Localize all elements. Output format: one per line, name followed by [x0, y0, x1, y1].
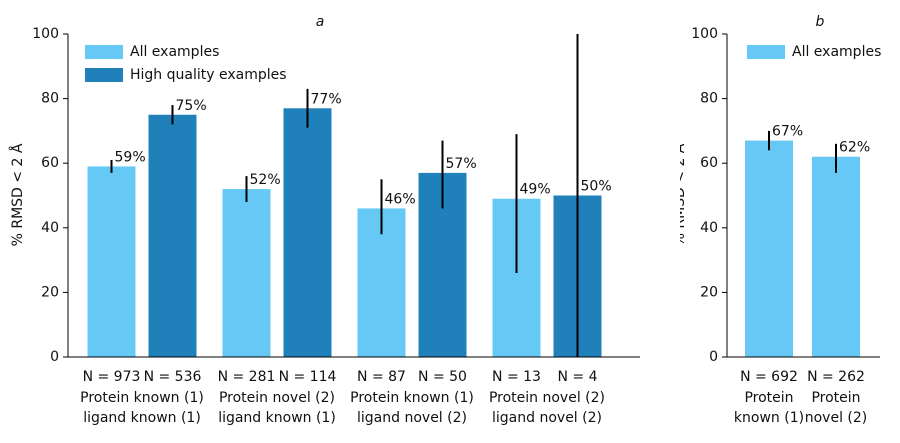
x-tick-label: Protein known (1)	[350, 390, 474, 406]
y-axis-label: % RMSD < 2 Å	[671, 143, 688, 246]
n-label: N = 114	[279, 369, 337, 385]
panel: a % RMSD < 2 Å 0 20 40 60 80 100 Protein known (…	[9, 14, 640, 426]
value-label: 49%	[520, 182, 551, 198]
y-tick-label: 60	[700, 155, 718, 171]
legend-swatch	[85, 68, 123, 82]
x-tick-label: ligand known (1)	[83, 410, 201, 426]
legend-label: All examples	[792, 44, 881, 60]
panel-title: a	[316, 14, 325, 30]
legend-label: All examples	[130, 44, 219, 60]
value-label: 67%	[772, 124, 803, 140]
value-label: 52%	[250, 172, 281, 188]
value-label: 75%	[176, 98, 207, 114]
bar	[87, 166, 136, 357]
bar	[148, 114, 197, 357]
bar	[283, 108, 332, 357]
y-tick-label: 100	[691, 26, 718, 42]
value-label: 57%	[446, 156, 477, 172]
n-label: N = 536	[144, 369, 202, 385]
value-label: 59%	[115, 149, 146, 165]
legend-swatch	[85, 45, 123, 59]
y-tick-label: 100	[32, 26, 59, 42]
x-tick-label: Protein	[811, 390, 860, 406]
panel-title: b	[816, 14, 825, 30]
n-label: N = 13	[492, 369, 541, 385]
n-label: N = 87	[357, 369, 406, 385]
x-tick-label: Protein	[744, 390, 793, 406]
x-tick-label: Protein novel (2)	[489, 390, 605, 406]
y-tick-label: 20	[700, 284, 718, 300]
x-tick-label: Protein known (1)	[80, 390, 204, 406]
y-tick-label: 0	[50, 349, 59, 365]
n-label: N = 262	[807, 369, 865, 385]
legend-swatch	[747, 45, 785, 59]
x-tick-label: ligand known (1)	[218, 410, 336, 426]
y-tick-label: 80	[41, 91, 59, 107]
n-label: N = 281	[218, 369, 276, 385]
n-label: N = 4	[557, 369, 597, 385]
value-label: 50%	[581, 179, 612, 195]
value-label: 77%	[311, 91, 342, 107]
bar	[812, 156, 860, 357]
y-tick-label: 0	[709, 349, 718, 365]
n-label: N = 50	[418, 369, 467, 385]
bar	[745, 140, 793, 357]
value-label: 46%	[385, 191, 416, 207]
n-label: N = 692	[740, 369, 798, 385]
value-label: 62%	[839, 140, 870, 156]
x-tick-label: novel (2)	[805, 410, 868, 426]
y-tick-label: 20	[41, 284, 59, 300]
x-tick-label: known (1)	[734, 410, 804, 426]
y-tick-label: 60	[41, 155, 59, 171]
x-tick-label: Protein novel (2)	[219, 390, 335, 406]
y-tick-label: 80	[700, 91, 718, 107]
x-tick-label: ligand novel (2)	[492, 410, 602, 426]
y-axis-label: % RMSD < 2 Å	[9, 143, 26, 246]
x-tick-label: ligand novel (2)	[357, 410, 467, 426]
bar	[222, 189, 271, 357]
n-label: N = 973	[83, 369, 141, 385]
y-tick-label: 40	[700, 220, 718, 236]
legend-label: High quality examples	[130, 67, 287, 83]
panel: b % RMSD < 2 Å 0 20 40 60 80 100 Protein known (1…	[671, 14, 881, 426]
y-tick-label: 40	[41, 220, 59, 236]
